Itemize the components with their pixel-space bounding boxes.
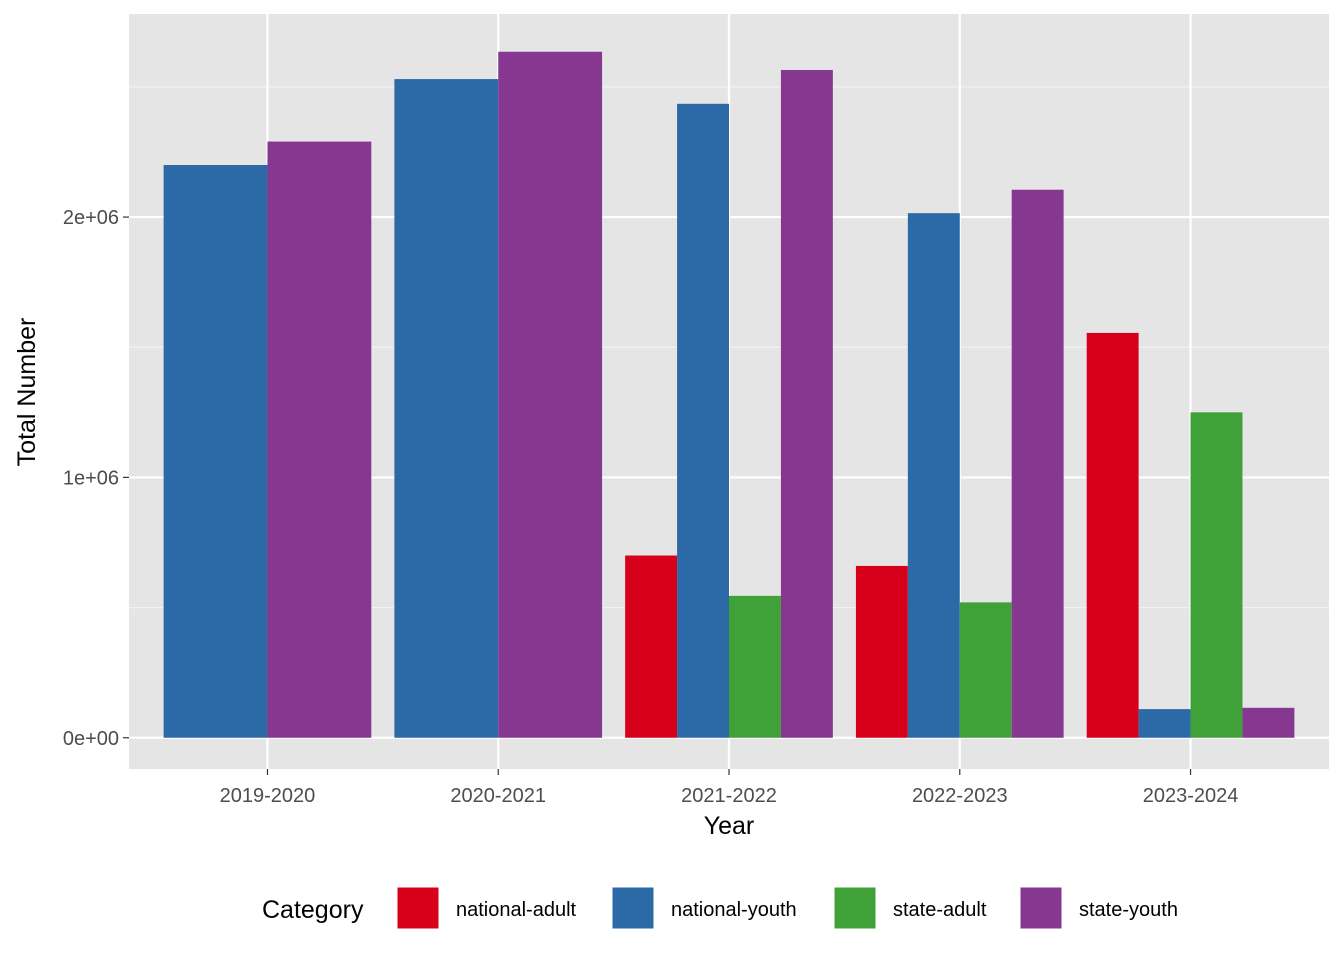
legend-label-national-youth: national-youth [671, 899, 797, 921]
bar-state-youth-2019-2020 [267, 141, 372, 738]
x-tick-label: 2022-2023 [912, 785, 1008, 807]
y-tick-label: 2e+06 [63, 207, 119, 229]
bar-state-adult-2021-2022 [729, 595, 781, 738]
axes: 0e+00 1e+06 2e+06 2019-2020 2020-2021 2021-20… [63, 207, 1239, 807]
bar-state-youth-2022-2023 [1011, 189, 1064, 738]
legend: Category national-adult national-youth sta… [262, 886, 1178, 930]
legend-key-state-youth [1019, 886, 1063, 930]
bar-state-youth-2021-2022 [780, 69, 833, 738]
bar-state-youth-2023-2024 [1242, 707, 1295, 738]
y-axis-title: Total Number [13, 318, 41, 467]
bar-national-youth-2019-2020 [163, 165, 268, 738]
legend-label-state-youth: state-youth [1079, 899, 1178, 921]
x-tick-label: 2020-2021 [450, 785, 546, 807]
bar-state-adult-2022-2023 [959, 602, 1012, 738]
y-tick-label: 1e+06 [63, 467, 119, 489]
y-tick-label: 0e+00 [63, 728, 119, 750]
bar-state-adult-2023-2024 [1190, 412, 1243, 738]
bar-national-adult-2022-2023 [855, 565, 908, 738]
bar-state-youth-2020-2021 [498, 51, 603, 738]
x-tick-label: 2023-2024 [1143, 785, 1239, 807]
bar-national-youth-2023-2024 [1138, 709, 1191, 738]
legend-key-national-adult [396, 886, 440, 930]
x-tick-label: 2019-2020 [220, 785, 316, 807]
x-axis-title: Year [704, 812, 755, 840]
legend-label-state-adult: state-adult [893, 899, 987, 921]
bars [163, 51, 1295, 738]
bar-national-youth-2021-2022 [677, 103, 729, 738]
bar-national-youth-2020-2021 [394, 79, 499, 738]
legend-key-national-youth [611, 886, 655, 930]
bar-national-adult-2023-2024 [1086, 332, 1139, 738]
bar-national-youth-2022-2023 [907, 213, 960, 738]
legend-label-national-adult: national-adult [456, 899, 577, 921]
legend-title: Category [262, 896, 364, 924]
x-tick-label: 2021-2022 [681, 785, 777, 807]
bar-national-adult-2021-2022 [625, 555, 678, 738]
legend-key-state-adult [833, 886, 877, 930]
